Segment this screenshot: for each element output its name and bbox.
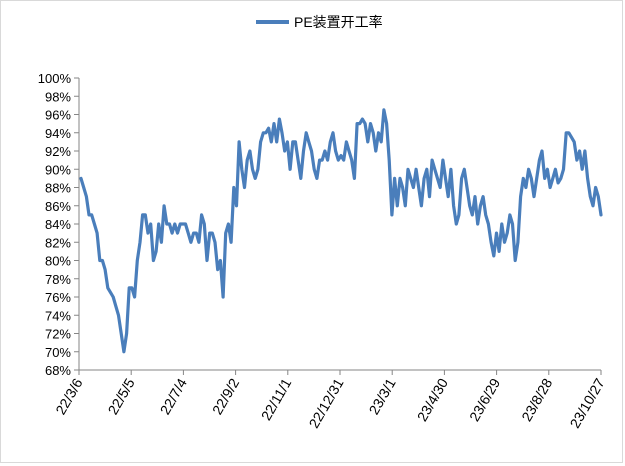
y-tick-label: 72% — [45, 327, 71, 342]
x-tick-label: 22/11/1 — [258, 375, 295, 423]
x-tick-label: 22/7/4 — [157, 375, 190, 417]
x-axis: 22/3/6 22/5/5 22/7/4 22/9/2 22/11/1 22/12/31 2… — [52, 369, 608, 431]
y-tick-label: 70% — [45, 345, 71, 360]
legend: PE装置开工率 — [256, 14, 383, 30]
x-tick-label: 22/5/5 — [104, 375, 137, 417]
x-tick-label: 23/6/29 — [466, 375, 503, 424]
y-tick-label: 90% — [45, 162, 71, 177]
y-tick-label: 98% — [45, 89, 71, 104]
y-tick-label: 100% — [38, 71, 72, 86]
x-tick-label: 23/3/1 — [365, 375, 398, 417]
y-tick-label: 68% — [45, 363, 71, 378]
y-tick-label: 84% — [45, 217, 71, 232]
y-tick-label: 86% — [45, 199, 71, 214]
x-tick-label: 22/9/2 — [209, 375, 242, 417]
plot-area — [79, 108, 603, 354]
x-tick-label: 23/4/30 — [414, 375, 451, 424]
x-tick-label: 23/8/28 — [518, 375, 555, 424]
y-tick-label: 92% — [45, 144, 71, 159]
y-tick-label: 80% — [45, 254, 71, 269]
y-tick-label: 82% — [45, 235, 71, 250]
x-tick-label: 22/12/31 — [305, 375, 346, 430]
y-tick-label: 88% — [45, 181, 71, 196]
y-tick-label: 74% — [45, 308, 71, 323]
y-tick-label: 94% — [45, 126, 71, 141]
y-axis: 68% 70% 72% 74% 76% 78% 80% 82% 84% 86% 88% 90% 92% 9… — [38, 71, 80, 378]
y-tick-label: 76% — [45, 290, 71, 305]
legend-label: PE装置开工率 — [294, 14, 383, 30]
x-tick-label: 23/10/27 — [566, 375, 607, 430]
y-tick-label: 78% — [45, 272, 71, 287]
y-tick-label: 96% — [45, 108, 71, 123]
x-tick-label: 22/3/6 — [52, 375, 85, 417]
series-line — [79, 108, 603, 354]
